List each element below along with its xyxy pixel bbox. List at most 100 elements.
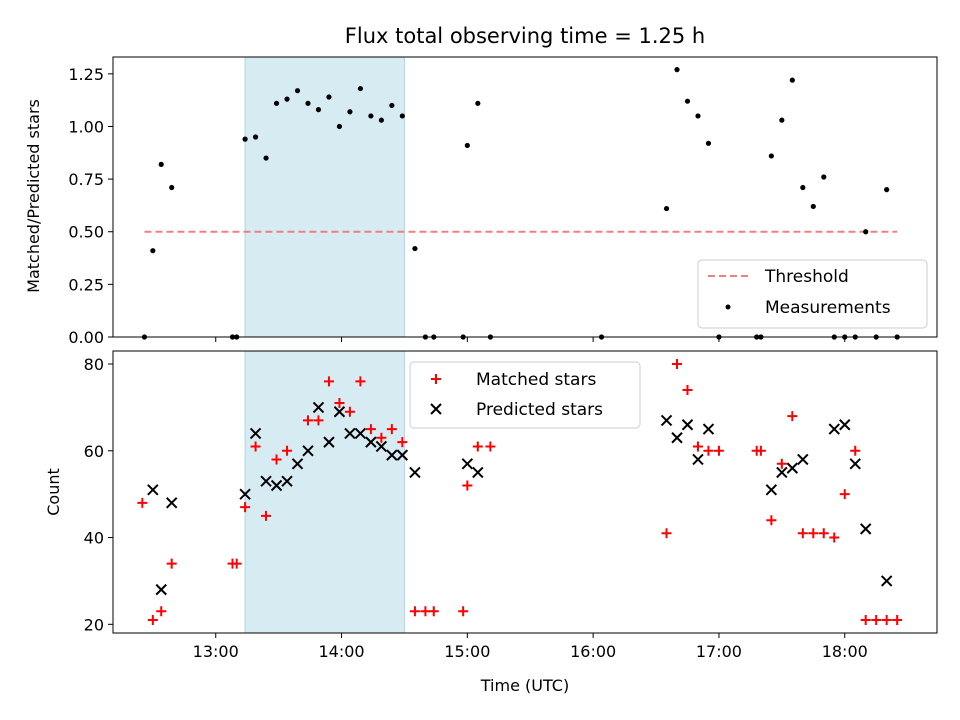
x-tick-label: 17:00 — [696, 642, 742, 661]
legend-matched-label: Matched stars — [476, 370, 596, 390]
matched-star-point — [302, 415, 313, 426]
matched-star-point — [409, 606, 420, 617]
matched-star-point — [472, 441, 483, 452]
bottom-count-panel: 20 40 60 80 13:00 14:00 15:00 16:00 17:00 18:00 — [84, 350, 938, 661]
matched-star-point — [397, 437, 408, 448]
measurement-point — [863, 229, 869, 235]
measurement-point — [242, 136, 248, 142]
legend-measurements-label: Measurements — [765, 298, 891, 318]
matched-star-point — [787, 411, 798, 422]
predicted-star-point — [302, 445, 314, 457]
matched-star-point — [313, 415, 324, 426]
measurement-point — [263, 155, 269, 161]
predicted-star-point — [860, 523, 872, 535]
measurement-point — [800, 184, 806, 191]
measurement-point — [347, 109, 353, 115]
predicted-star-point — [260, 475, 272, 487]
predicted-star-point — [472, 466, 484, 479]
predicted-star-point — [660, 414, 673, 427]
matched-star-point — [355, 376, 366, 387]
top-shaded-span — [244, 56, 405, 338]
measurement-point — [789, 77, 795, 83]
predicted-star-point — [828, 423, 840, 435]
predicted-star-point — [344, 427, 356, 440]
bottom-y-axis-label: Count — [44, 468, 63, 516]
matched-star-point — [713, 445, 724, 456]
matched-star-point — [386, 424, 397, 435]
predicted-star-point — [797, 453, 809, 466]
legend-matched-marker — [431, 374, 441, 384]
top-y-tick-label: 1.00 — [68, 117, 104, 136]
matched-star-point — [682, 385, 693, 396]
top-y-axis-label: Matched/Predicted stars — [24, 99, 43, 293]
top-y-tick-label: 0.00 — [68, 328, 104, 347]
matched-star-point — [839, 489, 850, 500]
matched-star-point — [755, 445, 766, 456]
measurement-point — [336, 123, 343, 130]
matched-star-point — [766, 515, 777, 526]
matched-star-point — [871, 614, 882, 625]
matched-star-point — [672, 359, 683, 370]
matched-star-point — [261, 510, 272, 521]
measurement-point — [294, 88, 301, 94]
predicted-star-point — [849, 458, 861, 470]
predicted-star-point — [880, 575, 893, 587]
bottom-y-tick-label: 80 — [84, 355, 104, 374]
predicted-star-point — [692, 453, 704, 466]
predicted-star-point — [354, 427, 367, 440]
matched-star-point — [892, 614, 903, 625]
matched-star-point — [776, 458, 787, 469]
chart-title: Flux total observing time = 1.25 h — [345, 24, 705, 48]
bottom-legend-frame — [409, 361, 641, 429]
top-legend-frame — [697, 259, 928, 329]
x-tick-label: 16:00 — [570, 642, 616, 661]
predicted-star-point — [776, 466, 788, 479]
measurement-point — [273, 100, 280, 106]
predicted-star-point — [409, 466, 421, 479]
matched-star-point — [376, 432, 387, 443]
measurement-point — [252, 134, 259, 140]
bottom-y-tick-label: 20 — [84, 615, 104, 634]
predicted-star-point — [702, 423, 715, 435]
predicted-star-point — [281, 475, 293, 487]
predicted-star-point — [386, 449, 398, 461]
matched-star-point — [240, 502, 251, 513]
x-tick-label: 15:00 — [444, 642, 490, 661]
bottom-legend: Matched stars Predicted stars — [409, 361, 641, 429]
predicted-star-point — [165, 497, 178, 509]
measurement-point — [389, 102, 395, 109]
top-y-tick-label: 0.75 — [68, 170, 104, 189]
top-axes-frame — [112, 56, 938, 338]
top-y-tick-label: 1.25 — [68, 65, 104, 84]
matched-star-point — [808, 528, 819, 539]
legend-predicted-label: Predicted stars — [476, 400, 603, 420]
measurement-point — [399, 113, 405, 119]
measurement-point — [768, 153, 774, 159]
measurement-point — [326, 94, 332, 100]
measurement-point — [884, 187, 890, 193]
predicted-star-point — [396, 449, 409, 461]
x-tick-label: 18:00 — [822, 642, 868, 661]
predicted-star-point — [786, 462, 799, 474]
matched-star-point — [137, 497, 148, 508]
measurement-point — [169, 184, 175, 191]
bottom-shaded-span — [244, 350, 405, 634]
matched-star-point — [166, 558, 177, 569]
measurement-point — [150, 248, 156, 254]
matched-star-point — [365, 424, 376, 435]
matched-star-point — [147, 614, 158, 625]
legend-predicted-marker — [430, 403, 442, 415]
matched-star-point — [271, 454, 282, 465]
matched-star-point — [703, 445, 714, 456]
matched-star-point — [250, 441, 261, 452]
measurement-point — [695, 113, 701, 119]
legend-measurement-marker — [725, 304, 731, 310]
top-legend: Threshold Measurements — [697, 259, 928, 329]
matched-star-point — [850, 445, 861, 456]
predicted-star-point — [155, 583, 167, 596]
matched-star-point — [860, 614, 871, 625]
legend-threshold-label: Threshold — [764, 267, 849, 287]
predicted-star-point — [461, 458, 474, 470]
predicted-star-point — [333, 406, 346, 418]
predicted-star-point — [839, 419, 851, 431]
